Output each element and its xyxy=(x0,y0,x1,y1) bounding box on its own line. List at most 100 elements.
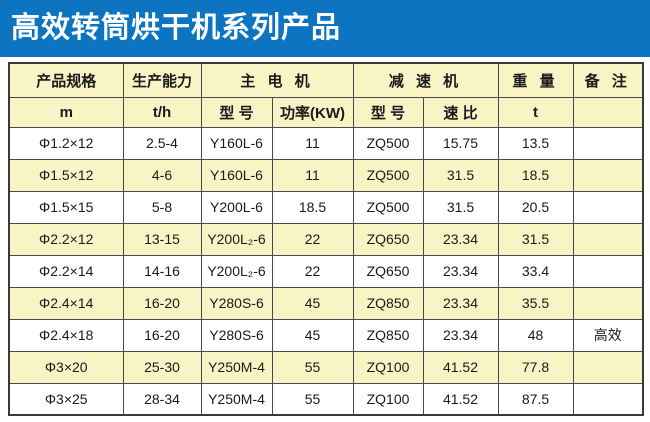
table-cell: Φ1.5×12 xyxy=(8,158,124,192)
sub-header-remark-blank xyxy=(572,96,644,128)
table-cell: 55 xyxy=(271,350,354,384)
table-cell: Φ1.2×12 xyxy=(8,126,124,160)
table-cell: 31.5 xyxy=(497,222,574,256)
product-spec-table: 产品规格 生产能力 主 电 机 减 速 机 重 量 备 注 m t/h 型 号 … xyxy=(8,62,644,416)
table-cell: ZQ500 xyxy=(352,126,424,160)
sub-header-weight-unit: t xyxy=(497,96,574,128)
sub-header-spec-unit: m xyxy=(8,96,124,128)
table-cell: Y280S-6 xyxy=(200,286,273,320)
table-cell: Y200L₂-6 xyxy=(200,254,273,288)
table-cell: ZQ100 xyxy=(352,350,424,384)
table-cell: ZQ850 xyxy=(352,286,424,320)
table-cell xyxy=(572,254,644,288)
table-cell: 22 xyxy=(271,254,354,288)
table-cell: 25-30 xyxy=(122,350,202,384)
table-cell: Φ3×20 xyxy=(8,350,124,384)
table-cell xyxy=(572,158,644,192)
table-cell: 33.4 xyxy=(497,254,574,288)
table-cell: 77.8 xyxy=(497,350,574,384)
col-header-remark: 备 注 xyxy=(572,62,644,98)
table-cell xyxy=(572,382,644,416)
table-cell: Y250M-4 xyxy=(200,350,273,384)
table-cell: 5-8 xyxy=(122,190,202,224)
table-cell: 87.5 xyxy=(497,382,574,416)
table-cell: Y160L-6 xyxy=(200,126,273,160)
table-cell: ZQ500 xyxy=(352,190,424,224)
table-cell: 14-16 xyxy=(122,254,202,288)
table-cell xyxy=(572,126,644,160)
table-cell: ZQ850 xyxy=(352,318,424,352)
table-cell: 35.5 xyxy=(497,286,574,320)
table-row: Φ2.4×18 16-20 Y280S-6 45 ZQ850 23.34 48 高效 xyxy=(8,318,644,352)
group-header-row: 产品规格 生产能力 主 电 机 减 速 机 重 量 备 注 xyxy=(8,62,644,98)
title-bar: 高效转筒烘干机系列产品 xyxy=(0,0,650,57)
table-cell: Φ2.2×12 xyxy=(8,222,124,256)
col-header-main-motor: 主 电 机 xyxy=(200,62,354,98)
table-cell: 23.34 xyxy=(422,286,499,320)
table-body: Φ1.2×12 2.5-4 Y160L-6 11 ZQ500 15.75 13.5 Φ1.5×… xyxy=(8,126,644,416)
table-cell: 31.5 xyxy=(422,158,499,192)
table-row: Φ3×20 25-30 Y250M-4 55 ZQ100 41.52 77.8 xyxy=(8,350,644,384)
sub-header-row: m t/h 型 号 功率(KW) 型 号 速 比 t xyxy=(8,96,644,128)
page-title: 高效转筒烘干机系列产品 xyxy=(11,12,342,44)
table-row: Φ1.2×12 2.5-4 Y160L-6 11 ZQ500 15.75 13.5 xyxy=(8,126,644,160)
table-cell: 41.52 xyxy=(422,382,499,416)
sub-header-motor-power: 功率(KW) xyxy=(271,96,354,128)
col-header-reducer: 减 速 机 xyxy=(352,62,499,98)
table-cell xyxy=(572,222,644,256)
table-cell: 41.52 xyxy=(422,350,499,384)
table-cell: Φ3×25 xyxy=(8,382,124,416)
table-header: 产品规格 生产能力 主 电 机 减 速 机 重 量 备 注 m t/h 型 号 … xyxy=(8,62,644,128)
col-header-capacity: 生产能力 xyxy=(122,62,202,98)
table-cell: 13-15 xyxy=(122,222,202,256)
table-cell: 45 xyxy=(271,318,354,352)
sub-header-capacity-unit: t/h xyxy=(122,96,202,128)
table-cell: Y160L-6 xyxy=(200,158,273,192)
table-cell: Y250M-4 xyxy=(200,382,273,416)
table-cell: 16-20 xyxy=(122,286,202,320)
table-cell: 15.75 xyxy=(422,126,499,160)
table-cell: Φ2.4×14 xyxy=(8,286,124,320)
table-row: Φ2.2×14 14-16 Y200L₂-6 22 ZQ650 23.34 33.4 xyxy=(8,254,644,288)
table-cell: 13.5 xyxy=(497,126,574,160)
table-cell: 11 xyxy=(271,158,354,192)
table-cell: 23.34 xyxy=(422,222,499,256)
table-cell xyxy=(572,350,644,384)
table-cell: Y200L₂-6 xyxy=(200,222,273,256)
table-cell: 18.5 xyxy=(497,158,574,192)
table-cell: 23.34 xyxy=(422,254,499,288)
table-cell: 高效 xyxy=(572,318,644,352)
col-header-weight: 重 量 xyxy=(497,62,574,98)
table-cell: Y200L-6 xyxy=(200,190,273,224)
table-cell: 55 xyxy=(271,382,354,416)
sub-header-motor-model: 型 号 xyxy=(200,96,273,128)
table-cell: 31.5 xyxy=(422,190,499,224)
table-cell: 22 xyxy=(271,222,354,256)
table-row: Φ2.4×14 16-20 Y280S-6 45 ZQ850 23.34 35.5 xyxy=(8,286,644,320)
table-cell xyxy=(572,190,644,224)
table-row: Φ3×25 28-34 Y250M-4 55 ZQ100 41.52 87.5 xyxy=(8,382,644,416)
table-cell: Y280S-6 xyxy=(200,318,273,352)
sub-header-reducer-ratio: 速 比 xyxy=(422,96,499,128)
sub-header-reducer-model: 型 号 xyxy=(352,96,424,128)
table-cell: Φ2.2×14 xyxy=(8,254,124,288)
table-cell: 23.34 xyxy=(422,318,499,352)
col-header-spec: 产品规格 xyxy=(8,62,124,98)
table-cell: 48 xyxy=(497,318,574,352)
table-cell: ZQ650 xyxy=(352,222,424,256)
table-row: Φ2.2×12 13-15 Y200L₂-6 22 ZQ650 23.34 31.5 xyxy=(8,222,644,256)
table-cell: 11 xyxy=(271,126,354,160)
table-cell: 45 xyxy=(271,286,354,320)
table-cell: 28-34 xyxy=(122,382,202,416)
table-cell: Φ1.5×15 xyxy=(8,190,124,224)
table-cell: ZQ100 xyxy=(352,382,424,416)
table-cell: Φ2.4×18 xyxy=(8,318,124,352)
table-cell xyxy=(572,286,644,320)
table-cell: 18.5 xyxy=(271,190,354,224)
table-cell: 16-20 xyxy=(122,318,202,352)
table-cell: 2.5-4 xyxy=(122,126,202,160)
table-cell: 20.5 xyxy=(497,190,574,224)
table-row: Φ1.5×12 4-6 Y160L-6 11 ZQ500 31.5 18.5 xyxy=(8,158,644,192)
table-cell: ZQ500 xyxy=(352,158,424,192)
